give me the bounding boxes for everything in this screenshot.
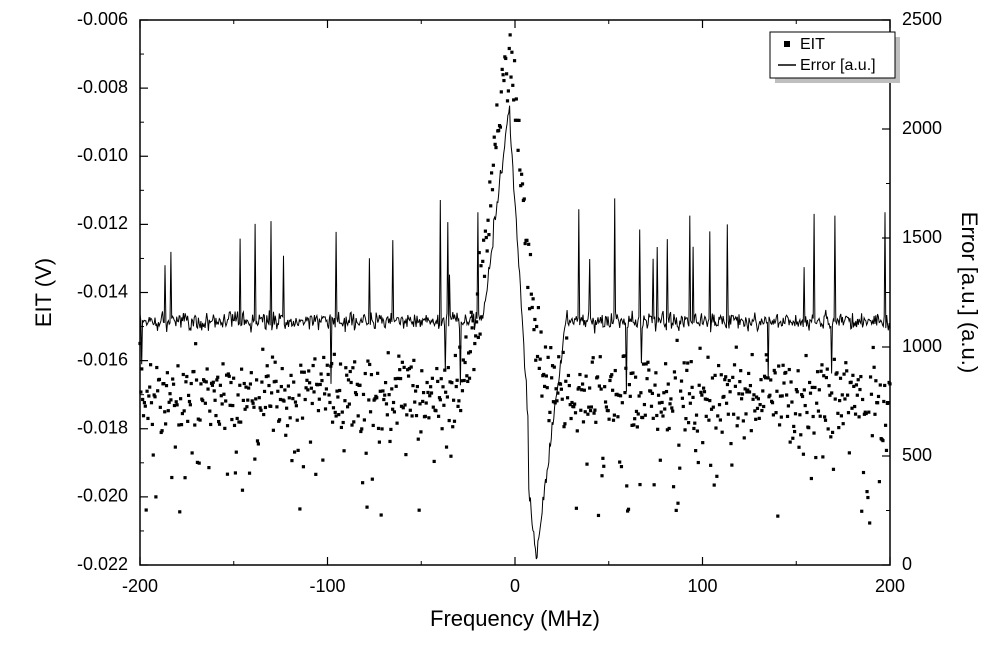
svg-text:-0.020: -0.020 [77,486,128,506]
svg-text:-0.012: -0.012 [77,213,128,233]
legend: EIT Error [a.u.] [770,32,900,83]
svg-text:2000: 2000 [902,118,942,138]
svg-text:500: 500 [902,445,932,465]
svg-text:1000: 1000 [902,336,942,356]
error-line-series [140,106,890,559]
svg-text:0: 0 [902,554,912,574]
svg-text:200: 200 [875,576,905,596]
svg-text:-0.008: -0.008 [77,77,128,97]
eit-scatter-series [138,33,891,524]
svg-text:-100: -100 [309,576,345,596]
svg-text:-200: -200 [122,576,158,596]
y-right-axis-label: Error [a.u.] (a.u.) [957,212,982,373]
legend-error-label: Error [a.u.] [800,57,876,74]
svg-text:-0.010: -0.010 [77,145,128,165]
legend-eit-label: EIT [800,36,825,53]
svg-text:-0.022: -0.022 [77,554,128,574]
y-left-axis-label: EIT (V) [31,258,56,327]
svg-text:2500: 2500 [902,9,942,29]
svg-text:-0.018: -0.018 [77,418,128,438]
eit-error-chart: -200 -100 0 100 200 -0.022 -0.020 -0.018 -0.016 -… [0,0,1000,665]
svg-text:-0.006: -0.006 [77,9,128,29]
chart-svg: -200 -100 0 100 200 -0.022 -0.020 -0.018 -0.016 -… [0,0,1000,665]
x-axis-label: Frequency (MHz) [430,606,600,631]
svg-text:-0.014: -0.014 [77,281,128,301]
plot-frame [140,20,890,565]
svg-text:1500: 1500 [902,227,942,247]
svg-text:100: 100 [687,576,717,596]
svg-text:-0.016: -0.016 [77,349,128,369]
svg-text:0: 0 [510,576,520,596]
